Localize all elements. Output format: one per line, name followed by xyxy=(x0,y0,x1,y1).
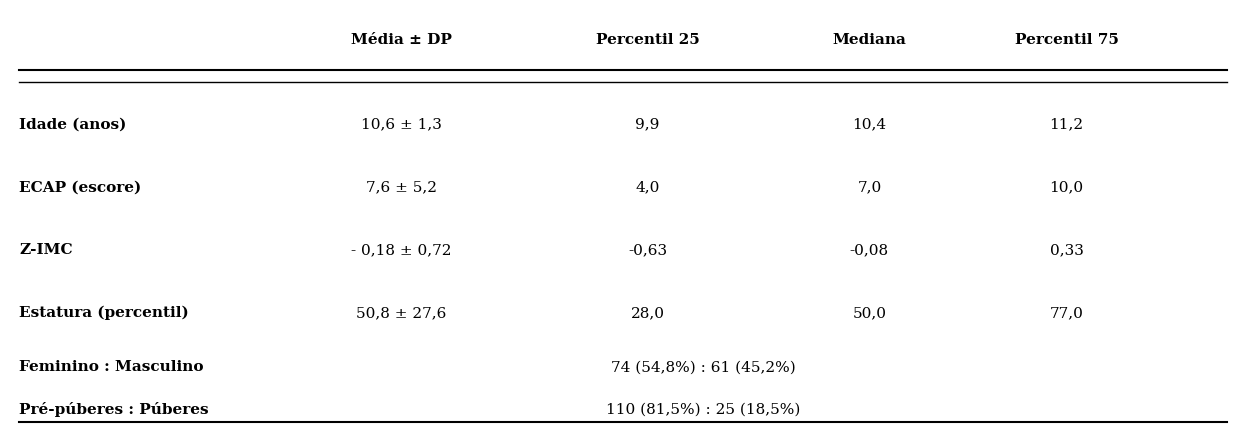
Text: - 0,18 ± 0,72: - 0,18 ± 0,72 xyxy=(351,243,451,257)
Text: 77,0: 77,0 xyxy=(1049,306,1084,320)
Text: 10,4: 10,4 xyxy=(852,117,886,131)
Text: -0,08: -0,08 xyxy=(850,243,888,257)
Text: 10,0: 10,0 xyxy=(1049,180,1084,194)
Text: 4,0: 4,0 xyxy=(635,180,660,194)
Text: Percentil 75: Percentil 75 xyxy=(1014,33,1119,48)
Text: 50,8 ± 27,6: 50,8 ± 27,6 xyxy=(356,306,446,320)
Text: 110 (81,5%) : 25 (18,5%): 110 (81,5%) : 25 (18,5%) xyxy=(606,402,800,416)
Text: 50,0: 50,0 xyxy=(852,306,886,320)
Text: 9,9: 9,9 xyxy=(635,117,660,131)
Text: 28,0: 28,0 xyxy=(630,306,664,320)
Text: Estatura (percentil): Estatura (percentil) xyxy=(19,306,189,320)
Text: Percentil 25: Percentil 25 xyxy=(596,33,699,48)
Text: 10,6 ± 1,3: 10,6 ± 1,3 xyxy=(361,117,441,131)
Text: Mediana: Mediana xyxy=(832,33,906,48)
Text: Média ± DP: Média ± DP xyxy=(351,33,451,48)
Text: 11,2: 11,2 xyxy=(1049,117,1084,131)
Text: Feminino : Masculino: Feminino : Masculino xyxy=(19,360,204,375)
Text: 7,6 ± 5,2: 7,6 ± 5,2 xyxy=(366,180,436,194)
Text: 0,33: 0,33 xyxy=(1049,243,1084,257)
Text: 74 (54,8%) : 61 (45,2%): 74 (54,8%) : 61 (45,2%) xyxy=(611,360,795,375)
Text: Pré-púberes : Púberes: Pré-púberes : Púberes xyxy=(19,402,209,417)
Text: Z-IMC: Z-IMC xyxy=(19,243,72,257)
Text: Idade (anos): Idade (anos) xyxy=(19,117,127,131)
Text: 7,0: 7,0 xyxy=(857,180,882,194)
Text: ECAP (escore): ECAP (escore) xyxy=(19,180,142,194)
Text: -0,63: -0,63 xyxy=(628,243,667,257)
